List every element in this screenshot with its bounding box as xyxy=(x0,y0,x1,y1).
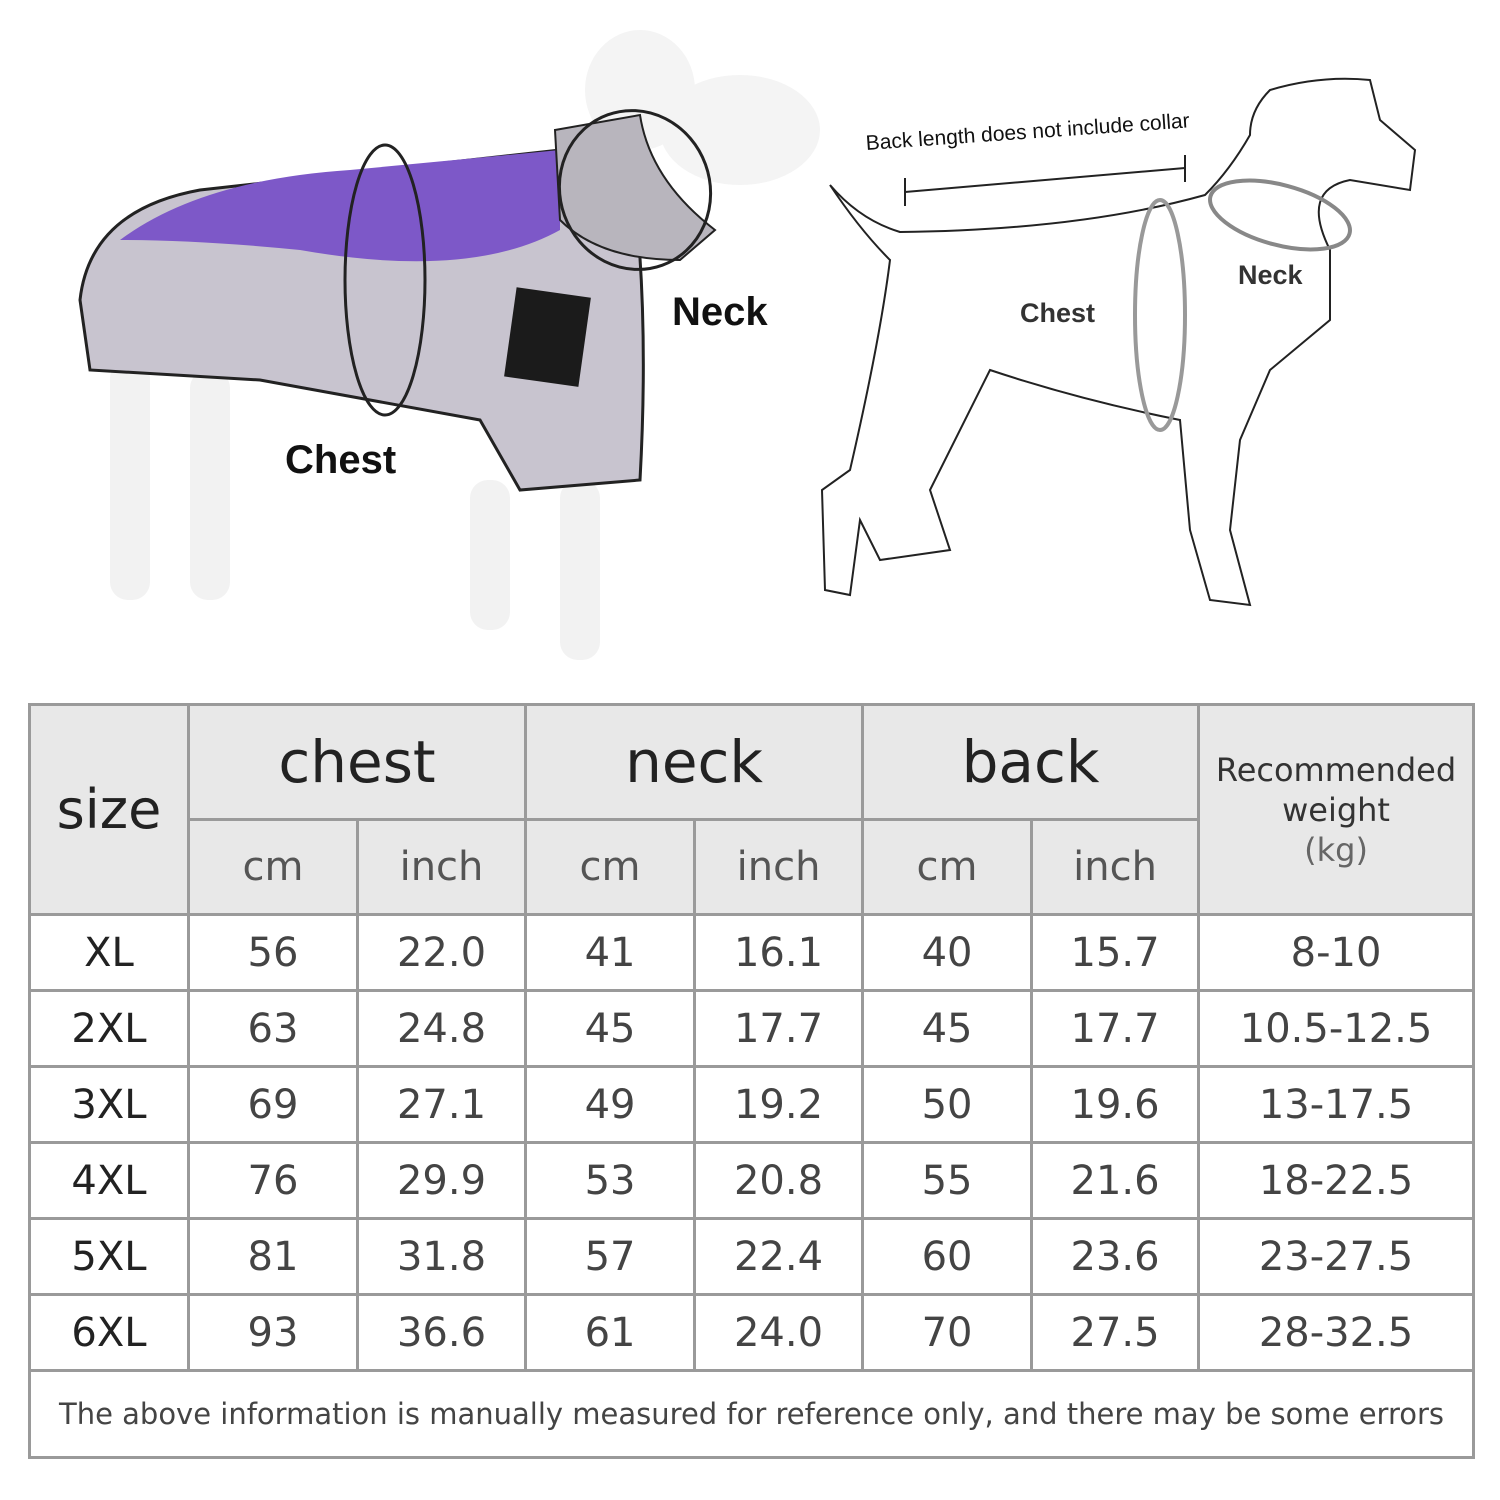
cell-chest-cm: 56 xyxy=(187,913,359,992)
table-row: 6XL 93 36.6 61 24.0 70 27.5 28-32.5 xyxy=(28,1293,1476,1372)
header-row-units: cm inch cm inch cm inch xyxy=(30,818,1474,916)
cell-neck-in: 19.2 xyxy=(693,1065,865,1144)
cell-neck-in: 16.1 xyxy=(693,913,865,992)
weight-header: Recommended weight (kg) xyxy=(1197,703,1476,916)
cell-neck-in: 17.7 xyxy=(693,989,865,1068)
cell-neck-in: 20.8 xyxy=(693,1141,865,1220)
cell-neck-cm: 41 xyxy=(524,913,697,992)
table-row: XL 56 22.0 41 16.1 40 15.7 8-10 xyxy=(28,913,1476,992)
cell-neck-in: 24.0 xyxy=(693,1293,865,1372)
cell-weight: 8-10 xyxy=(1197,913,1476,992)
cell-weight: 13-17.5 xyxy=(1197,1065,1476,1144)
outline-chest-label: Chest xyxy=(1020,298,1096,328)
cell-chest-in: 22.0 xyxy=(355,913,528,992)
cell-neck-cm: 45 xyxy=(524,989,697,1068)
footnote: The above information is manually measur… xyxy=(27,1369,1476,1459)
unit-inch: inch xyxy=(355,818,528,916)
cell-weight: 18-22.5 xyxy=(1197,1141,1476,1220)
unit-cm: cm xyxy=(861,818,1034,916)
coated-dog-image xyxy=(78,30,820,660)
outline-dog-diagram xyxy=(820,77,1417,607)
cell-size: 4XL xyxy=(28,1141,190,1220)
illustrations: Neck Chest Back length does not include … xyxy=(0,0,1500,690)
cell-back-cm: 55 xyxy=(861,1141,1034,1220)
dog-diagrams xyxy=(78,30,1417,660)
neck-header: neck xyxy=(524,703,865,821)
chest-label: Chest xyxy=(285,438,397,482)
footnote-row: The above information is manually measur… xyxy=(27,1369,1476,1459)
cell-size: 6XL xyxy=(28,1293,190,1372)
weight-header-unit: (kg) xyxy=(1304,830,1368,869)
unit-inch: inch xyxy=(693,818,865,916)
cell-back-cm: 50 xyxy=(861,1065,1034,1144)
cell-chest-cm: 63 xyxy=(187,989,359,1068)
cell-chest-cm: 93 xyxy=(187,1293,359,1372)
cell-neck-cm: 57 xyxy=(524,1217,697,1296)
cell-neck-in: 22.4 xyxy=(693,1217,865,1296)
size-chart-table: size chest neck back Recommended weight … xyxy=(27,703,1476,1459)
weight-header-line1: Recommended xyxy=(1215,750,1457,789)
table-row: 5XL 81 31.8 57 22.4 60 23.6 23-27.5 xyxy=(28,1217,1476,1296)
unit-cm: cm xyxy=(524,818,697,916)
cell-back-cm: 45 xyxy=(861,989,1034,1068)
weight-header-line2: weight xyxy=(1282,790,1390,829)
header-row-groups: size chest neck back Recommended weight … xyxy=(28,703,1476,916)
cell-chest-in: 27.1 xyxy=(355,1065,528,1144)
cell-back-in: 15.7 xyxy=(1030,913,1201,992)
table-row: 2XL 63 24.8 45 17.7 45 17.7 10.5-12.5 xyxy=(28,989,1476,1068)
cell-weight: 10.5-12.5 xyxy=(1197,989,1476,1068)
cell-back-in: 27.5 xyxy=(1030,1293,1201,1372)
cell-neck-cm: 53 xyxy=(524,1141,697,1220)
cell-chest-cm: 69 xyxy=(187,1065,359,1144)
cell-back-cm: 70 xyxy=(861,1293,1034,1372)
cell-size: 3XL xyxy=(28,1065,190,1144)
cell-size: XL xyxy=(28,913,190,992)
cell-chest-in: 29.9 xyxy=(355,1141,528,1220)
cell-weight: 23-27.5 xyxy=(1197,1217,1476,1296)
cell-chest-cm: 81 xyxy=(187,1217,359,1296)
size-header: size xyxy=(28,703,190,916)
cell-back-cm: 40 xyxy=(861,913,1034,992)
cell-chest-in: 31.8 xyxy=(355,1217,528,1296)
cell-neck-cm: 61 xyxy=(524,1293,697,1372)
table-row: 3XL 69 27.1 49 19.2 50 19.6 13-17.5 xyxy=(28,1065,1476,1144)
cell-chest-cm: 76 xyxy=(187,1141,359,1220)
neck-label: Neck xyxy=(672,290,768,334)
cell-chest-in: 36.6 xyxy=(355,1293,528,1372)
cell-back-in: 17.7 xyxy=(1030,989,1201,1068)
back-header: back xyxy=(861,703,1201,821)
cell-neck-cm: 49 xyxy=(524,1065,697,1144)
cell-back-in: 21.6 xyxy=(1030,1141,1201,1220)
table-row: 4XL 76 29.9 53 20.8 55 21.6 18-22.5 xyxy=(28,1141,1476,1220)
chest-header: chest xyxy=(186,703,528,821)
cell-back-in: 19.6 xyxy=(1030,1065,1201,1144)
unit-inch: inch xyxy=(1030,818,1201,916)
cell-chest-in: 24.8 xyxy=(355,989,528,1068)
cell-size: 2XL xyxy=(28,989,190,1068)
cell-size: 5XL xyxy=(28,1217,190,1296)
cell-weight: 28-32.5 xyxy=(1197,1293,1476,1372)
unit-cm: cm xyxy=(187,818,359,916)
outline-neck-label: Neck xyxy=(1238,260,1303,290)
cell-back-in: 23.6 xyxy=(1030,1217,1201,1296)
cell-back-cm: 60 xyxy=(861,1217,1034,1296)
